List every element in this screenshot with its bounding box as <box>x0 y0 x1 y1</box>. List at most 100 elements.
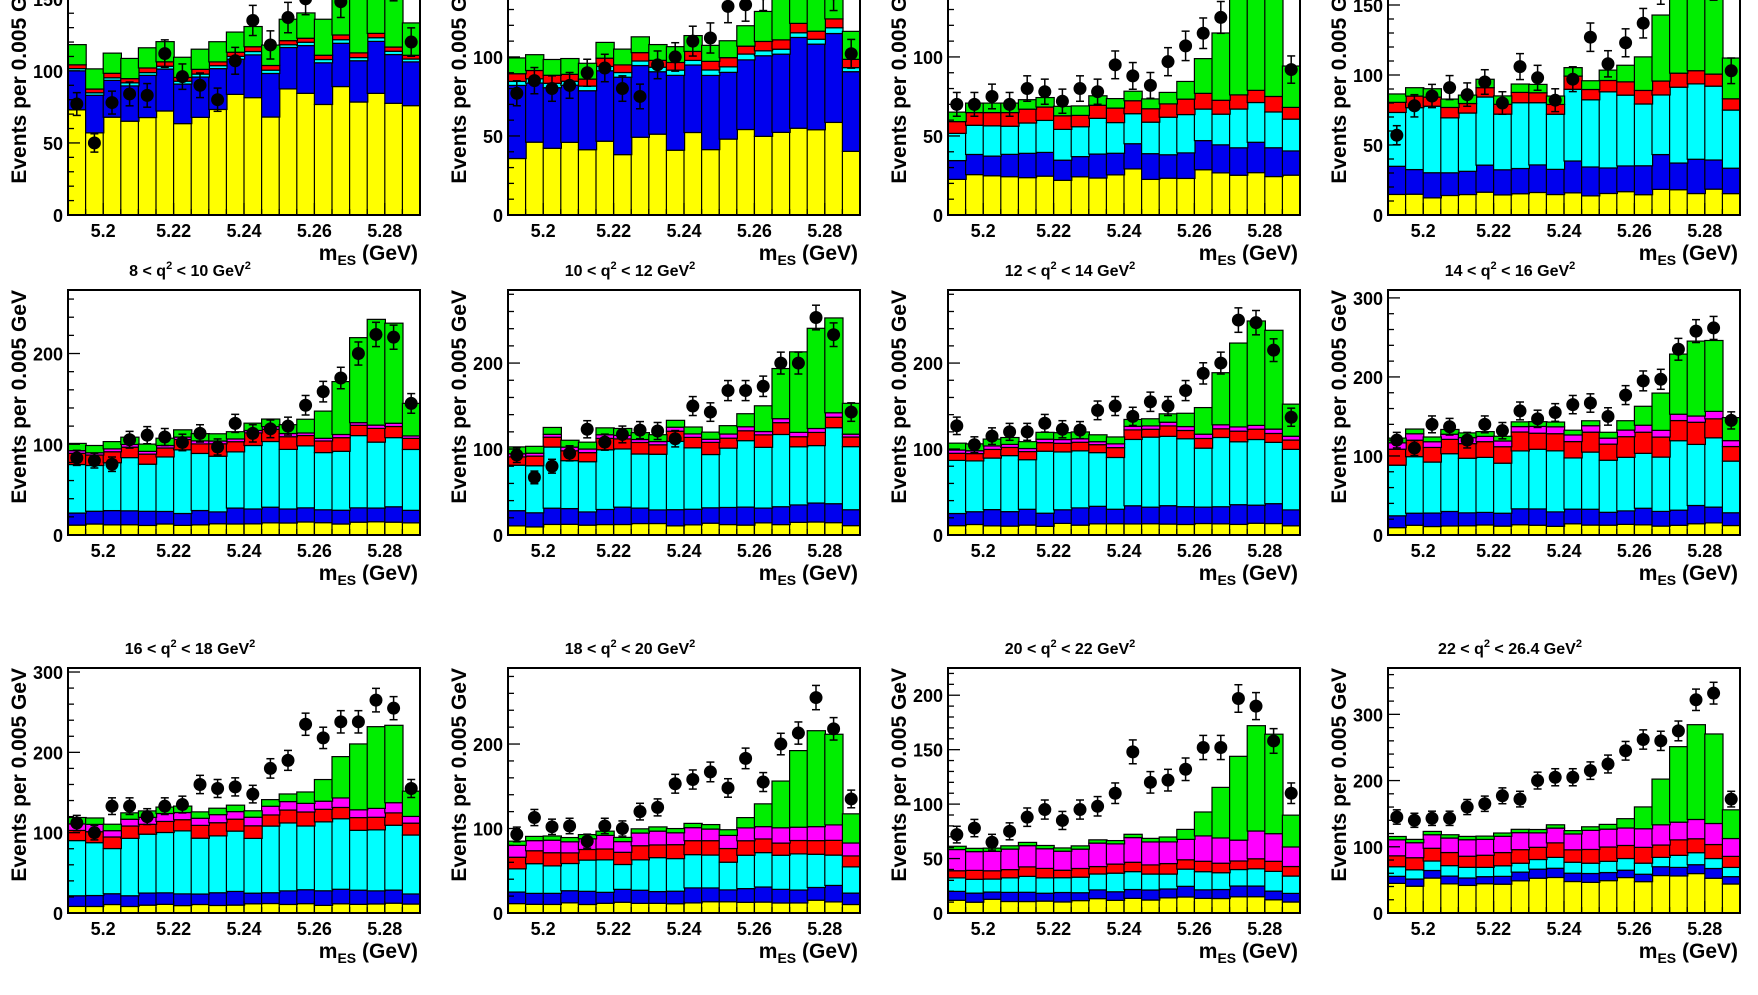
bin-yellow-2 <box>524 903 545 913</box>
data-points <box>70 687 418 841</box>
bin-blue-9 <box>1088 153 1108 179</box>
bin-yellow-3 <box>102 903 122 913</box>
bin-yellow-16 <box>1211 897 1231 913</box>
bin-green-15 <box>753 10 774 43</box>
bin-green-14 <box>1616 818 1636 829</box>
data-point-7 <box>175 433 189 452</box>
bin-blue-18 <box>1246 504 1266 524</box>
bin-blue-20 <box>1721 512 1740 527</box>
data-point-6 <box>1478 415 1492 434</box>
bin-yellow-14 <box>1616 876 1636 913</box>
data-point-13 <box>1601 49 1615 78</box>
data-point-5 <box>1020 807 1034 828</box>
data-point-19 <box>1707 315 1721 341</box>
data-point-17 <box>351 341 365 366</box>
bin-blue-11 <box>683 64 703 134</box>
bin-red-6 <box>155 447 175 458</box>
bin-yellow-5 <box>1017 177 1038 215</box>
y-tick-label: 150 <box>1353 0 1383 16</box>
bin-green-17 <box>1668 0 1689 74</box>
bin-red-14 <box>736 430 756 442</box>
data-points <box>510 684 858 849</box>
data-point-9 <box>651 421 665 441</box>
y-tick-label: 200 <box>913 686 943 706</box>
data-point-13 <box>1161 768 1175 792</box>
data-point-20 <box>844 789 858 809</box>
bin-yellow-7 <box>612 523 633 535</box>
bin-green-3 <box>542 58 563 76</box>
bin-yellow-9 <box>1088 177 1108 215</box>
bin-cyan-7 <box>1492 462 1513 514</box>
y-tick-label: 200 <box>33 743 63 763</box>
bin-blue-7 <box>1052 509 1073 525</box>
bin-yellow-7 <box>1492 194 1513 215</box>
data-point-1 <box>950 416 964 436</box>
bin-red-16 <box>331 437 351 452</box>
bin-yellow-2 <box>1404 193 1425 215</box>
bin-blue-9 <box>648 509 668 525</box>
bin-cyan-16 <box>1651 94 1671 156</box>
bin-green-1 <box>1388 835 1407 841</box>
bin-green-17 <box>1228 0 1249 96</box>
bin-cyan-2 <box>964 124 985 156</box>
data-point-5 <box>140 425 154 445</box>
bin-yellow-20 <box>1721 192 1740 215</box>
bin-cyan-9 <box>1528 858 1548 870</box>
bin-cyan-7 <box>1052 451 1073 511</box>
bin-magenta-15 <box>1633 828 1654 848</box>
bin-red-13 <box>1598 79 1618 93</box>
bin-green-17 <box>349 743 369 811</box>
bin-yellow-13 <box>1598 524 1618 535</box>
bin-blue-19 <box>1264 890 1284 901</box>
bin-cyan-17 <box>1228 108 1249 149</box>
bin-blue-9 <box>1528 164 1548 194</box>
data-points <box>950 0 1298 118</box>
panel-title: 12 < q2 < 14 GeV2 <box>1005 260 1136 280</box>
bin-red-14 <box>296 434 316 447</box>
bin-green-12 <box>1580 826 1601 831</box>
bin-yellow-8 <box>1510 193 1530 215</box>
bin-yellow-11 <box>243 523 263 535</box>
bin-yellow-15 <box>1193 897 1214 913</box>
data-point-4 <box>1003 422 1017 442</box>
bin-cyan-13 <box>278 448 299 510</box>
bin-green-10 <box>1105 839 1126 845</box>
bin-blue-16 <box>1651 510 1671 527</box>
bin-red-3 <box>1422 847 1442 862</box>
bin-red-5 <box>1017 866 1038 877</box>
bin-green-3 <box>102 52 122 74</box>
bin-green-8 <box>1070 845 1090 850</box>
bin-yellow-20 <box>401 522 420 535</box>
x-tick-label: 5.28 <box>367 221 402 241</box>
bin-green-8 <box>1510 828 1530 834</box>
bin-green-12 <box>1580 80 1601 91</box>
bin-blue-13 <box>278 890 299 906</box>
bin-magenta-12 <box>1140 841 1161 866</box>
data-point-13 <box>1161 46 1175 77</box>
bin-green-17 <box>349 0 369 54</box>
data-point-18 <box>369 687 383 713</box>
bin-magenta-6 <box>1475 838 1495 856</box>
bin-yellow-3 <box>542 523 563 535</box>
bin-red-13 <box>718 57 739 68</box>
bin-green-8 <box>1070 105 1090 116</box>
bin-blue-9 <box>648 71 668 135</box>
bin-yellow-9 <box>648 902 668 913</box>
x-tick-label: 5.24 <box>1106 221 1141 241</box>
bin-green-7 <box>1492 832 1513 837</box>
bin-red-6 <box>1035 106 1055 122</box>
panel-title: 18 < q2 < 20 GeV2 <box>565 638 696 658</box>
y-tick-label: 0 <box>53 206 63 226</box>
data-point-10 <box>1108 782 1122 805</box>
data-point-16 <box>334 709 348 734</box>
bin-red-19 <box>384 46 404 52</box>
data-points <box>1390 315 1738 457</box>
bin-cyan-18 <box>806 444 827 504</box>
bin-magenta-4 <box>120 818 140 827</box>
bin-blue-15 <box>1193 506 1214 525</box>
bin-magenta-14 <box>736 426 756 432</box>
bin-yellow-9 <box>1528 524 1548 535</box>
data-point-6 <box>1478 795 1492 813</box>
bin-yellow-11 <box>1123 168 1143 215</box>
bin-red-15 <box>753 40 774 52</box>
